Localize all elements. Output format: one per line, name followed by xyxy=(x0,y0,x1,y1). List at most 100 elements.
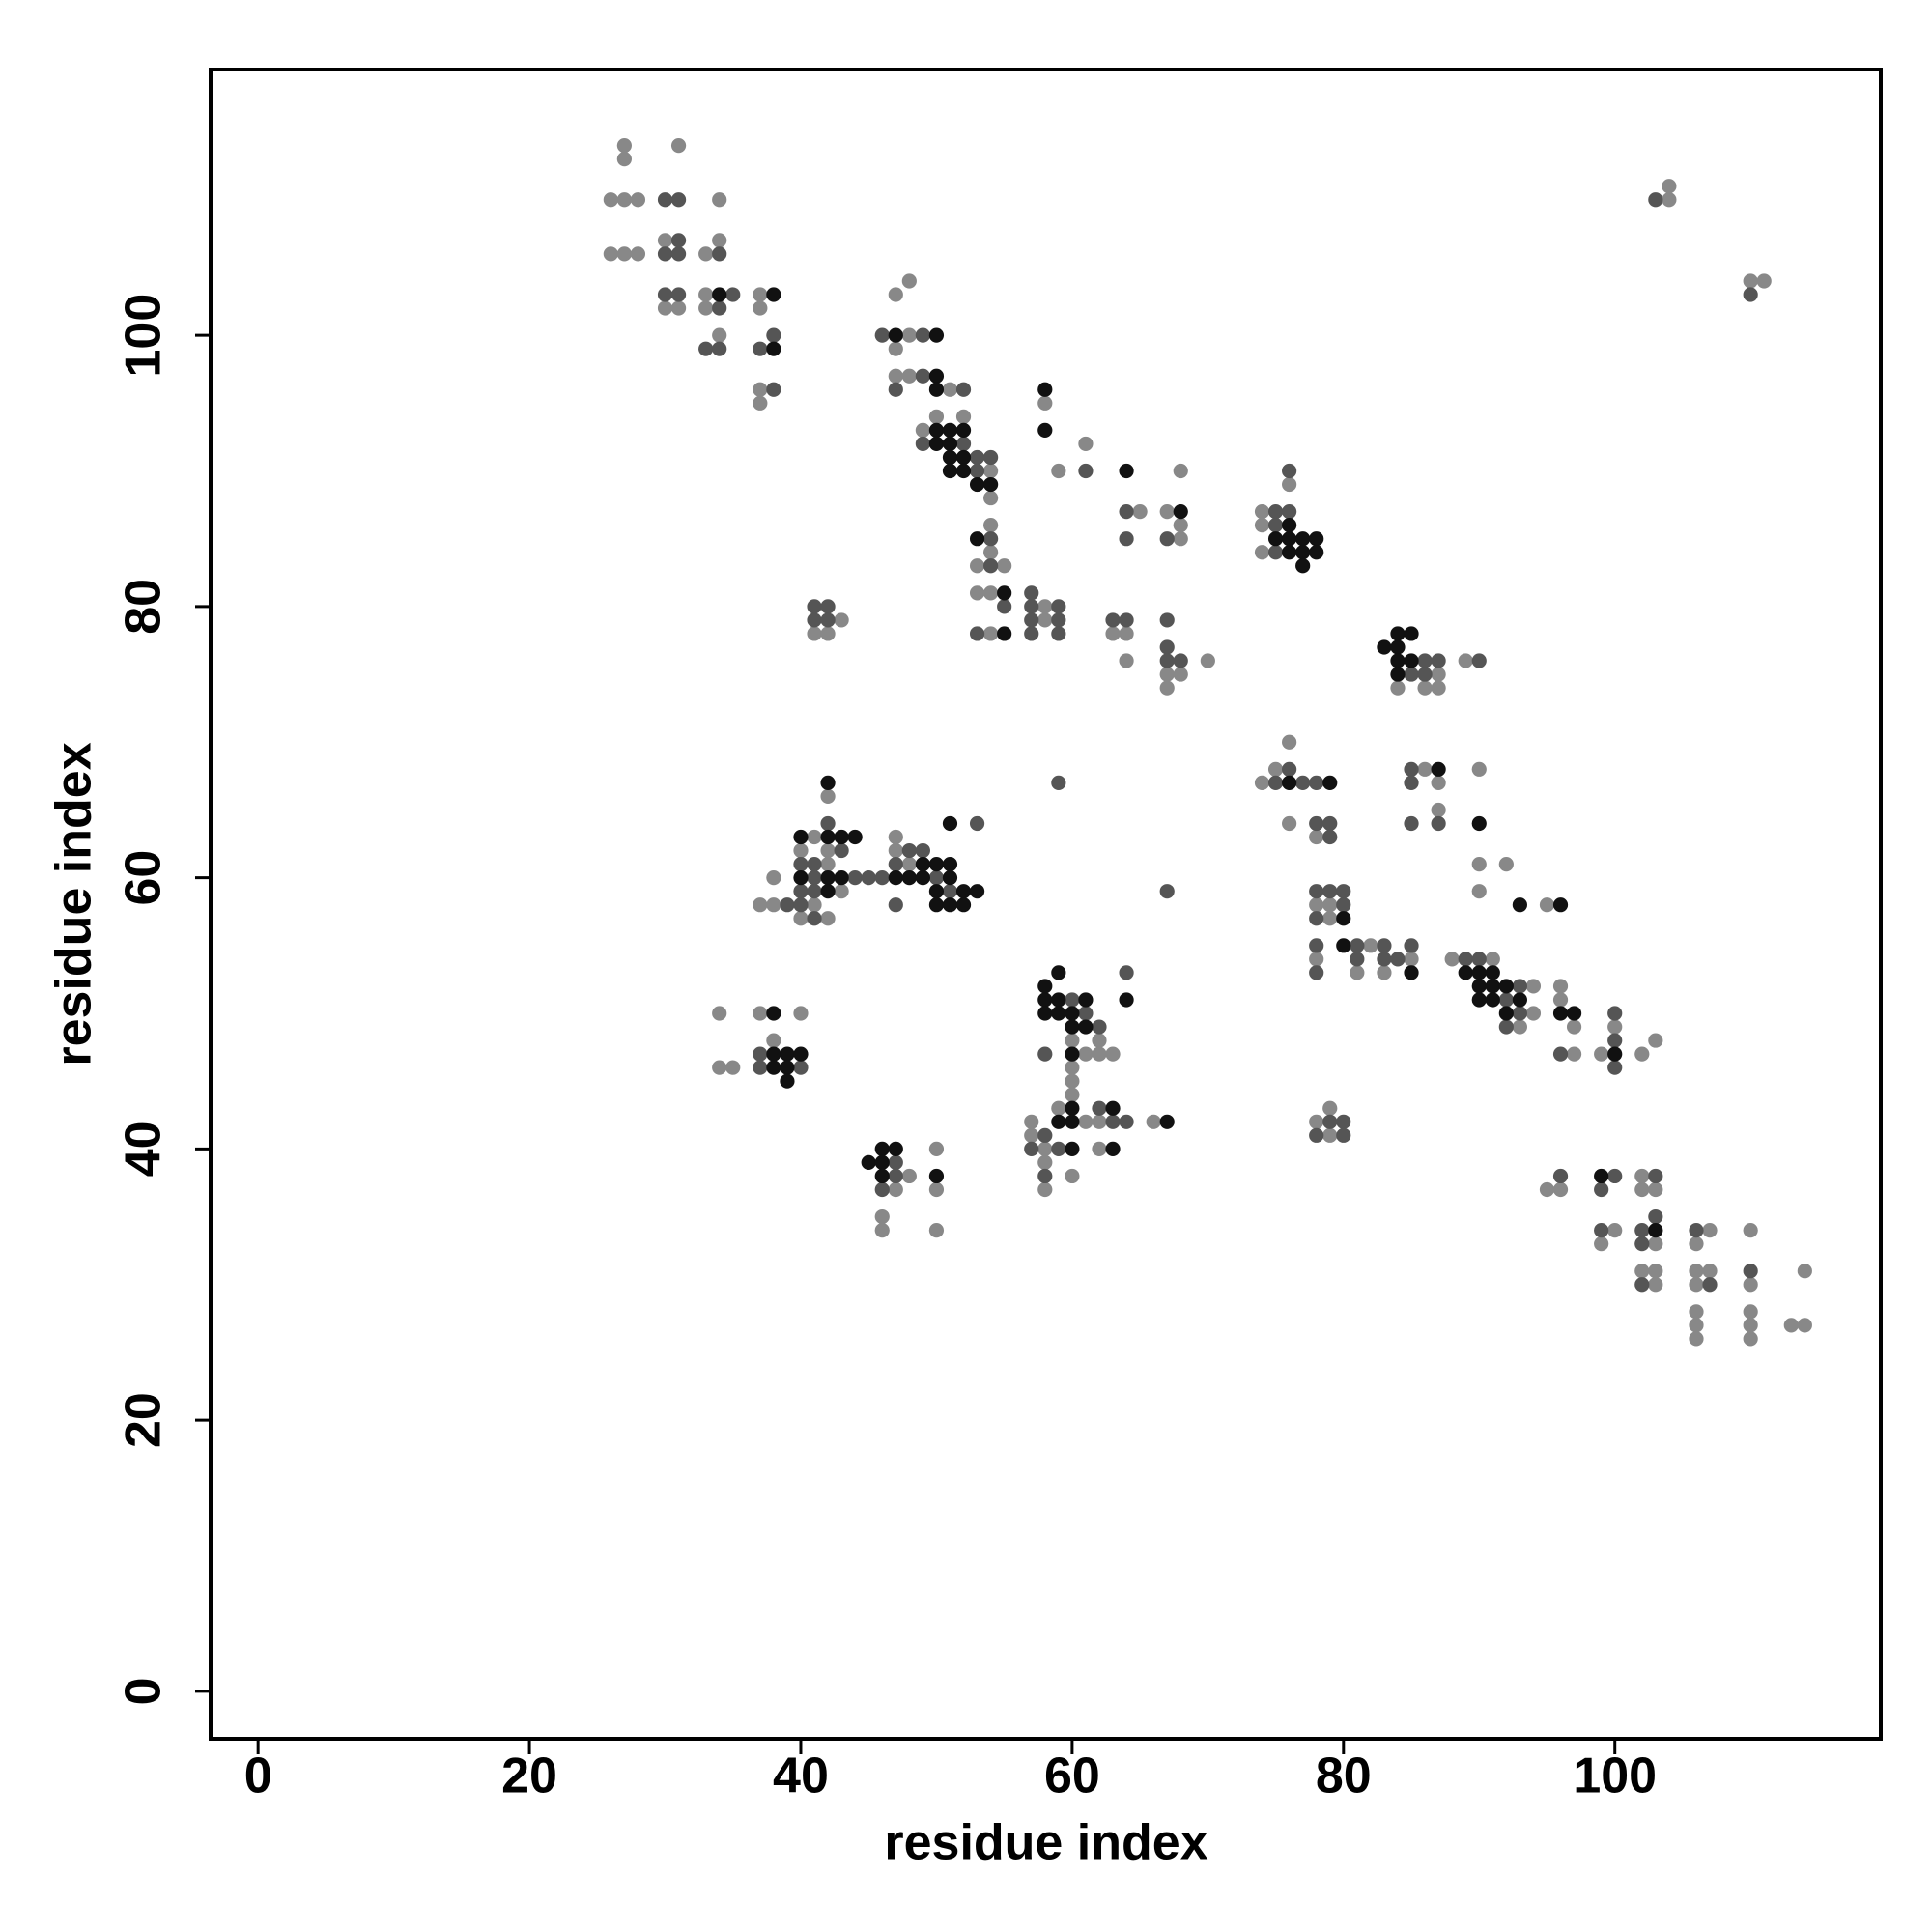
point xyxy=(1078,436,1094,452)
x-tick-label: 0 xyxy=(244,1748,272,1804)
y-tick-label: 80 xyxy=(116,579,172,635)
point xyxy=(725,287,741,302)
point xyxy=(1037,1181,1053,1198)
point xyxy=(1267,545,1284,560)
point xyxy=(1037,979,1053,994)
point xyxy=(712,300,727,316)
point xyxy=(1390,639,1406,655)
point xyxy=(1525,979,1542,994)
point xyxy=(1037,992,1053,1008)
point xyxy=(780,1046,795,1062)
point xyxy=(1525,1006,1542,1021)
point xyxy=(1119,992,1134,1008)
point xyxy=(874,1222,890,1238)
point xyxy=(766,327,781,343)
point xyxy=(630,246,646,262)
point xyxy=(1498,979,1514,994)
point xyxy=(1512,897,1527,913)
point xyxy=(983,518,999,533)
point xyxy=(1458,952,1473,967)
point xyxy=(1783,1318,1799,1333)
point xyxy=(1282,504,1297,520)
point xyxy=(1498,1006,1514,1021)
point xyxy=(1702,1264,1718,1279)
point xyxy=(928,884,945,899)
point xyxy=(1119,612,1134,628)
point xyxy=(1689,1236,1704,1252)
point xyxy=(1431,815,1446,832)
point xyxy=(1051,463,1066,479)
point xyxy=(698,287,714,302)
point xyxy=(1431,667,1446,682)
point xyxy=(942,870,958,886)
point xyxy=(1634,1168,1650,1184)
point xyxy=(712,341,727,356)
point xyxy=(1119,463,1134,479)
point xyxy=(698,300,714,316)
point xyxy=(1336,884,1351,899)
point xyxy=(834,884,849,899)
point xyxy=(969,884,985,899)
point xyxy=(712,327,727,343)
point xyxy=(1756,273,1772,289)
point xyxy=(1105,1046,1121,1062)
point xyxy=(1404,938,1419,953)
point xyxy=(1743,273,1758,289)
point xyxy=(1309,884,1324,899)
point xyxy=(1024,1127,1039,1143)
point xyxy=(888,842,903,859)
point xyxy=(793,1046,809,1062)
point xyxy=(1119,504,1134,520)
point xyxy=(616,152,632,167)
point xyxy=(793,897,809,913)
point xyxy=(1552,897,1569,913)
point xyxy=(712,287,727,302)
point xyxy=(888,368,903,384)
point xyxy=(793,1060,809,1075)
point xyxy=(1024,626,1039,641)
point xyxy=(1594,1046,1609,1062)
point xyxy=(901,1168,917,1184)
point xyxy=(1309,829,1324,845)
point xyxy=(1200,653,1215,668)
point xyxy=(1404,815,1419,832)
point xyxy=(1282,545,1297,560)
point xyxy=(983,490,999,506)
point xyxy=(1254,545,1270,560)
point xyxy=(888,382,903,397)
point xyxy=(1254,775,1270,790)
point xyxy=(807,856,822,872)
point xyxy=(793,856,809,872)
point xyxy=(766,287,781,302)
point xyxy=(955,463,972,479)
point xyxy=(942,436,958,452)
point xyxy=(969,463,985,479)
point xyxy=(1539,897,1555,913)
point xyxy=(1485,952,1500,967)
point xyxy=(1648,192,1663,208)
point xyxy=(928,1141,945,1156)
point xyxy=(888,1168,903,1184)
point xyxy=(793,911,809,926)
point xyxy=(1594,1181,1609,1198)
point xyxy=(657,192,673,208)
point xyxy=(603,192,618,208)
point xyxy=(1471,952,1487,967)
point xyxy=(1797,1264,1812,1279)
point xyxy=(969,476,985,493)
point xyxy=(766,897,781,913)
point xyxy=(834,870,849,886)
point xyxy=(1282,531,1297,547)
point xyxy=(874,870,890,886)
point xyxy=(1336,897,1351,913)
point xyxy=(1119,653,1134,668)
point xyxy=(955,422,972,438)
y-tick-label: 40 xyxy=(116,1121,172,1177)
plot-frame xyxy=(209,68,1883,1741)
point xyxy=(820,599,836,614)
point xyxy=(928,422,945,438)
x-tick-label: 100 xyxy=(1573,1748,1657,1804)
point xyxy=(698,341,714,356)
point xyxy=(1566,1019,1582,1035)
point xyxy=(1309,952,1324,967)
